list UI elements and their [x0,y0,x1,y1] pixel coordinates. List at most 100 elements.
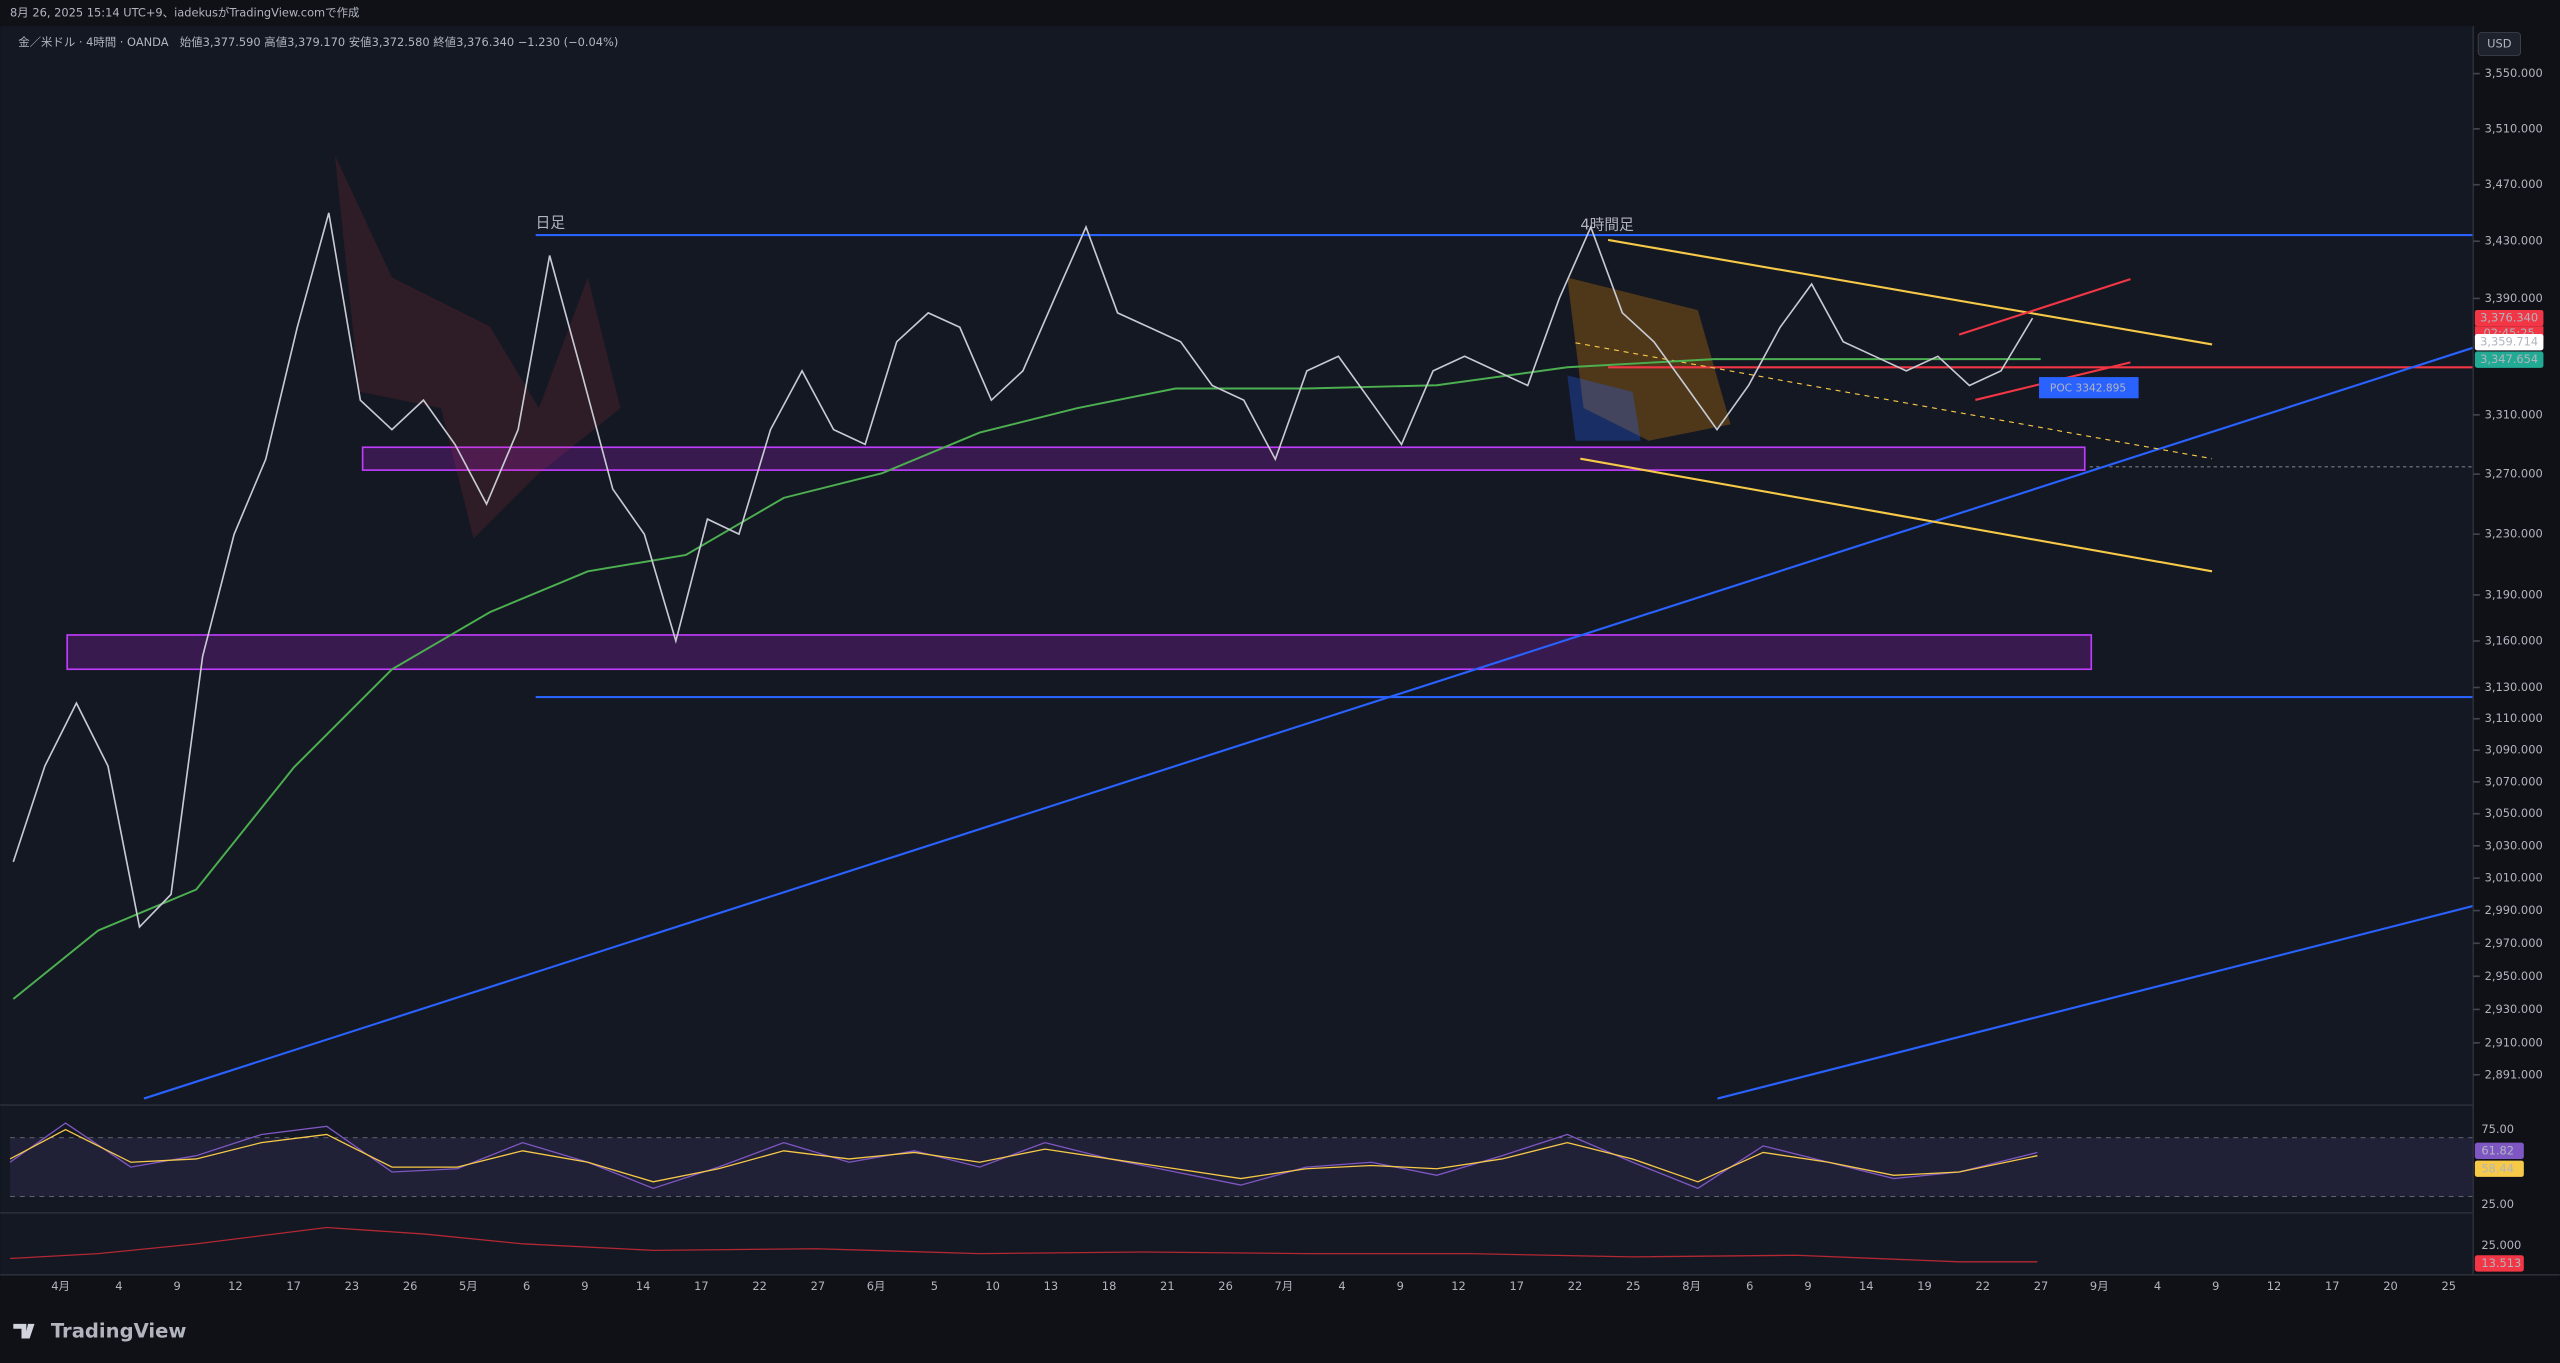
zone [361,446,2086,471]
indicator-label: 25.000 [2481,1238,2521,1252]
y-tick-label: 3,160.000 [2485,633,2543,647]
price-tag-label: 3,347.654 [2480,352,2538,366]
trend-line [1958,278,2131,336]
y-tick-label: 3,010.000 [2485,871,2543,885]
currency: USD [2487,37,2512,51]
x-tick-label: 27 [811,1279,826,1293]
indicator-tag [2474,1142,2524,1159]
y-tick-label: 3,230.000 [2485,527,2543,541]
zone [66,634,2093,671]
y-tick-label: 2,910.000 [2485,1035,2543,1049]
indicator-label: 25.00 [2481,1197,2514,1211]
x-tick-label: 4 [115,1279,122,1293]
indicator-label: 61.82 [2481,1143,2514,1157]
x-tick-label: 6月 [867,1279,886,1293]
x-tick-label: 20 [2383,1279,2398,1293]
volume-profile [1567,277,1731,441]
x-tick-label: 21 [1160,1279,1175,1293]
x-tick-label: 17 [2325,1279,2340,1293]
y-tick-label: 3,030.000 [2485,838,2543,852]
x-tick-label: 27 [2034,1279,2049,1293]
y-tick-label: 2,930.000 [2485,1002,2543,1016]
lower-indicator [10,1226,2038,1263]
y-tick-label: 3,470.000 [2485,177,2543,191]
x-tick-label: 25 [2441,1279,2456,1293]
annotation: 4時間足 [1580,216,1634,233]
ohlc: 始値3,377.590 高値3,379.170 安値3,372.580 終値3,… [180,35,618,49]
price-tag [2474,351,2544,368]
y-tick-label: 2,891.000 [2485,1067,2543,1081]
logo: TradingView [13,1319,186,1342]
x-tick-label: 22 [1568,1279,1583,1293]
x-tick-label: 26 [1218,1279,1233,1293]
x-tick-label: 9 [1804,1279,1811,1293]
x-tick-label: 19 [1917,1279,1932,1293]
x-tick-label: 13 [1044,1279,1059,1293]
trend-line [1580,457,2213,573]
x-tick-label: 25 [1626,1279,1641,1293]
x-tick-label: 17 [286,1279,301,1293]
y-tick-label: 3,190.000 [2485,587,2543,601]
indicator-tag [2474,1255,2524,1272]
x-tick-label: 22 [1976,1279,1991,1293]
x-tick-label: 22 [752,1279,767,1293]
currency-box[interactable] [2477,32,2521,56]
x-tick-label: 6 [1746,1279,1753,1293]
y-tick-label: 3,390.000 [2485,291,2543,305]
y-tick-label: 3,070.000 [2485,774,2543,788]
x-tick-label: 4 [2154,1279,2161,1293]
indicator-tag [2474,1160,2524,1177]
indicator-label: 13.513 [2481,1256,2521,1270]
y-tick-label: 3,510.000 [2485,121,2543,135]
x-tick-label: 9 [1397,1279,1404,1293]
volume-profile [1567,375,1641,441]
y-tick-label: 2,970.000 [2485,936,2543,950]
x-tick-label: 14 [1859,1279,1874,1293]
x-tick-label: 9 [581,1279,588,1293]
x-tick-label: 17 [694,1279,709,1293]
trend-line [1717,904,2474,1100]
y-tick-label: 3,130.000 [2485,680,2543,694]
price-tag [2474,309,2544,327]
x-tick-label: 12 [228,1279,243,1293]
y-tick-label: 2,990.000 [2485,903,2543,917]
annotation: 日足 [536,215,566,232]
x-tick-label: 4 [1338,1279,1345,1293]
y-tick-label: 3,110.000 [2485,711,2543,725]
x-tick-label: 9月 [2090,1279,2109,1293]
price-tag-label: 3,359.714 [2480,335,2538,349]
x-tick-label: 14 [636,1279,651,1293]
x-tick-label: 8月 [1682,1279,1701,1293]
y-tick-label: 3,550.000 [2485,66,2543,80]
y-tick-label: 3,270.000 [2485,467,2543,481]
y-tick-label: 3,430.000 [2485,234,2543,248]
x-tick-label: 12 [2267,1279,2282,1293]
cloud [334,155,621,539]
x-tick-label: 5月 [459,1279,478,1293]
y-tick-label: 2,950.000 [2485,969,2543,983]
trend-line [143,346,2474,1100]
x-tick-label: 12 [1451,1279,1466,1293]
trend-line [1607,238,2213,346]
price-line [12,212,2034,929]
x-tick-label: 6 [523,1279,530,1293]
y-tick-label: 3,090.000 [2485,743,2543,757]
x-tick-label: 9 [2212,1279,2219,1293]
x-tick-label: 10 [985,1279,1000,1293]
price-tag [2474,334,2544,351]
x-tick-label: 23 [345,1279,360,1293]
x-tick-label: 5 [931,1279,938,1293]
x-tick-label: 18 [1102,1279,1117,1293]
credit: 8月 26, 2025 15:14 UTC+9、iadekusがTradingV… [10,6,359,20]
rsi-band [10,1137,2474,1197]
poc-label: POC 3342.895 [2050,381,2126,394]
indicator-label: 75.00 [2481,1122,2514,1136]
y-tick-label: 3,050.000 [2485,806,2543,820]
symbol: 金／米ドル · 4時間 · OANDA [18,35,169,49]
rsi-line [9,1122,2038,1190]
moving-average [12,358,2041,1000]
poc-box [2039,377,2139,399]
x-tick-label: 9 [174,1279,181,1293]
trend-line [1575,342,2213,460]
